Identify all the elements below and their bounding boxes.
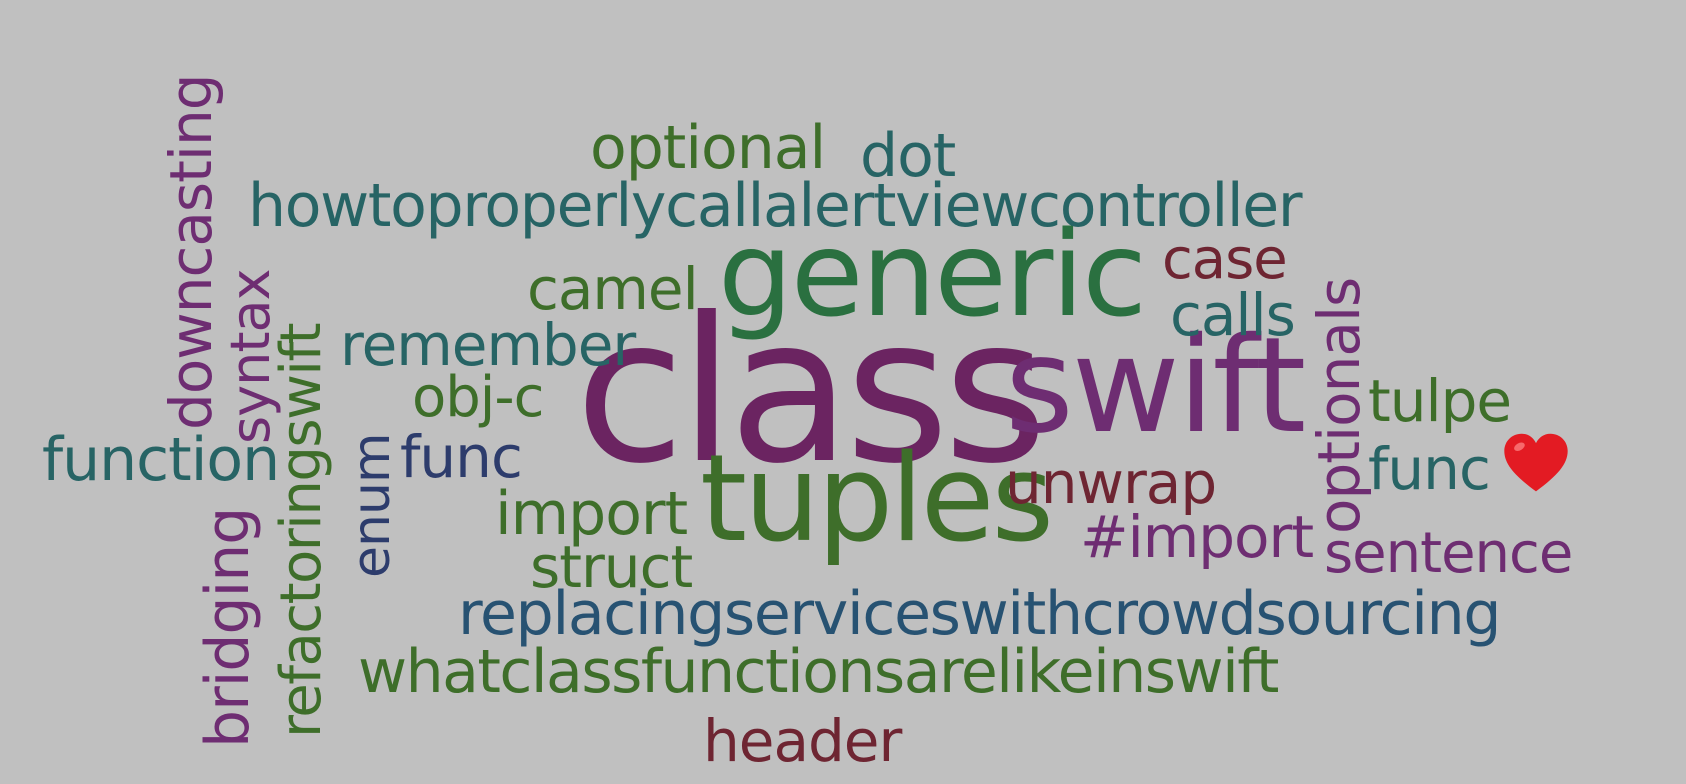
word-enum: enum (342, 433, 402, 578)
word-tulpe: tulpe (1368, 367, 1512, 435)
word-import: import (495, 479, 688, 549)
word-dot: dot (860, 121, 956, 191)
word-function: function (42, 425, 280, 495)
word-hash-import: #import (1080, 503, 1314, 571)
word-whatclassfunctionsarelikeinswift: whatclassfunctionsarelikeinswift (358, 637, 1279, 707)
word-swift: swift (1005, 309, 1306, 463)
word-func-right: func (1368, 435, 1491, 503)
word-refactoringswift: refactoringswift (269, 323, 334, 738)
word-header: header (703, 707, 902, 775)
word-func-left: func (400, 423, 523, 491)
word-sentence: sentence (1324, 521, 1573, 586)
word-calls: calls (1170, 281, 1296, 349)
heart-icon (1504, 433, 1568, 492)
word-downcasting: downcasting (157, 74, 225, 430)
word-case: case (1162, 227, 1288, 292)
word-obj-c: obj-c (412, 365, 544, 430)
word-camel: camel (527, 255, 699, 323)
word-howtoproperlycallalertviewcontroller: howtoproperlycallalertviewcontroller (248, 171, 1303, 241)
word-remember: remember (340, 311, 636, 379)
word-unwrap: unwrap (1005, 449, 1217, 517)
word-class: class (575, 275, 1047, 508)
word-optionals: optionals (1305, 277, 1373, 534)
word-tuples: tuples (700, 430, 1054, 569)
word-optional: optional (590, 113, 826, 183)
word-replacingserviceswithcrowdsourcing: replacingserviceswithcrowdsourcing (458, 579, 1501, 649)
word-struct: struct (530, 533, 693, 601)
word-generic: generic (718, 205, 1147, 343)
word-bridging: bridging (193, 507, 263, 748)
